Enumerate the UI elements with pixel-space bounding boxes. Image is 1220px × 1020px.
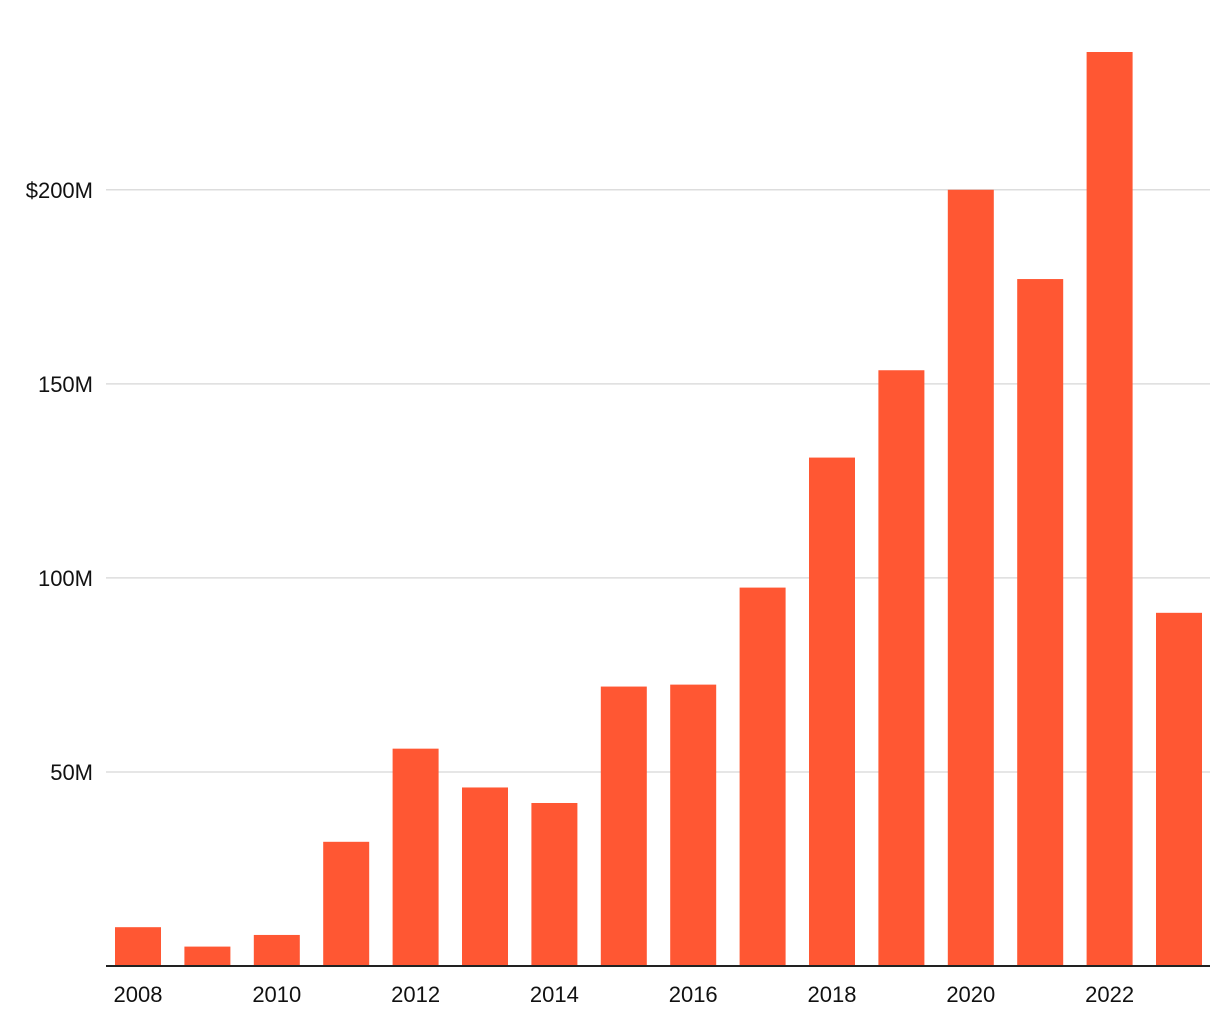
- bar-2012: [392, 748, 439, 966]
- y-tick-label: 50M: [50, 760, 93, 785]
- bar-2011: [323, 841, 370, 966]
- bar-2021: [1017, 279, 1064, 967]
- bar-2018: [809, 457, 855, 966]
- bar-2014: [531, 802, 578, 966]
- x-tick-label: 2022: [1085, 982, 1134, 1007]
- x-tick-label: 2008: [114, 982, 163, 1007]
- bars: [115, 52, 1202, 967]
- y-tick-label: $200M: [26, 178, 93, 203]
- bar-2016: [670, 684, 717, 966]
- x-tick-label: 2012: [391, 982, 440, 1007]
- x-tick-label: 2016: [669, 982, 718, 1007]
- y-tick-label: 150M: [38, 372, 93, 397]
- x-axis-tick-labels: 2008 2010 2012 2014 2016 2018 2020 2022: [114, 982, 1135, 1007]
- bar-2019: [878, 370, 925, 967]
- x-tick-label: 2010: [252, 982, 301, 1007]
- bar-2022: [1086, 52, 1133, 966]
- y-axis-tick-labels: 50M 100M 150M $200M: [26, 178, 93, 785]
- y-tick-label: 100M: [38, 566, 93, 591]
- x-tick-label: 2018: [808, 982, 857, 1007]
- bar-2017: [739, 587, 786, 966]
- x-tick-label: 2014: [530, 982, 579, 1007]
- bar-2009: [184, 946, 231, 966]
- bar-2008: [115, 927, 161, 966]
- bar-2010: [253, 934, 300, 966]
- bar-2013: [462, 787, 508, 966]
- x-tick-label: 2020: [946, 982, 995, 1007]
- bar-2020: [947, 189, 994, 967]
- bar-2015: [600, 686, 647, 966]
- bar-2023: [1156, 612, 1202, 966]
